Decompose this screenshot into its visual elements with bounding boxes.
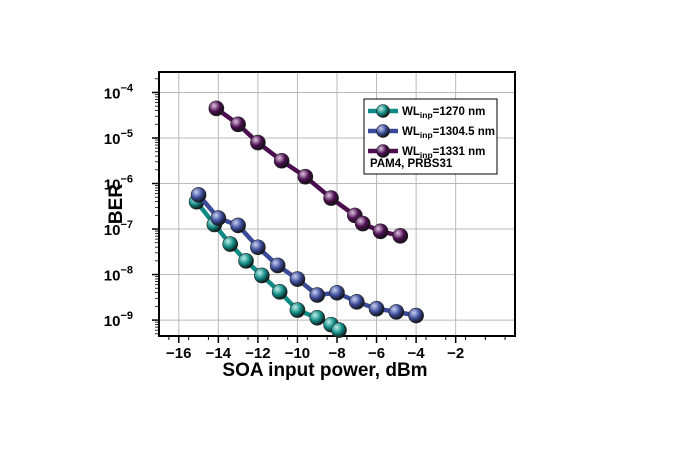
y-tick-exponent: −6	[120, 174, 133, 186]
series-3	[208, 100, 409, 244]
data-point	[210, 210, 227, 226]
data-point	[331, 322, 347, 338]
x-tick-label: −4	[408, 345, 426, 362]
y-tick-base: 10	[104, 177, 121, 194]
x-tick-label: −16	[166, 345, 191, 362]
y-tick-exponent: −9	[120, 310, 133, 322]
data-point	[309, 309, 326, 326]
data-point	[348, 294, 365, 310]
legend-marker	[376, 104, 390, 118]
data-point	[208, 100, 225, 117]
y-tick-label: 10−6	[104, 174, 133, 194]
legend-marker	[376, 124, 390, 138]
data-point	[309, 287, 326, 303]
legend-subscript: inp	[420, 130, 433, 140]
legend-subscript: inp	[420, 110, 433, 120]
legend-entry: WLinp=1331 nm	[402, 146, 485, 160]
data-point	[372, 223, 389, 240]
data-point	[238, 253, 254, 269]
x-tick-label: −14	[206, 345, 232, 362]
series-line	[196, 193, 417, 318]
legend-prefix: WL	[402, 106, 420, 118]
legend-suffix: =1304.5 nm	[433, 126, 495, 138]
y-tick-label: 10−9	[104, 310, 133, 330]
y-tick-base: 10	[104, 131, 121, 148]
y-tick-label: 10−5	[104, 128, 133, 148]
data-point	[329, 284, 345, 301]
y-tick-base: 10	[104, 222, 121, 239]
x-tick-label: −12	[245, 345, 270, 362]
data-point	[368, 300, 385, 317]
legend-suffix: =1270 nm	[433, 106, 486, 118]
data-point	[289, 271, 306, 287]
y-tick-exponent: −4	[120, 82, 133, 94]
series-2	[190, 187, 424, 324]
data-point	[408, 307, 424, 324]
y-axis-title: BER	[106, 184, 127, 224]
legend-suffix: =1331 nm	[433, 146, 486, 158]
x-tick-label: −6	[368, 345, 385, 362]
x-tick-label: −8	[328, 345, 345, 362]
data-point	[190, 187, 207, 203]
y-tick-exponent: −8	[120, 265, 133, 277]
series-layer	[188, 100, 424, 338]
data-point	[273, 152, 290, 169]
legend-entry: WLinp=1304.5 nm	[402, 126, 495, 140]
data-point	[289, 302, 306, 318]
data-point	[392, 228, 409, 244]
x-tick-label: −10	[285, 345, 310, 362]
data-point	[354, 215, 371, 232]
legend-prefix: WL	[402, 146, 420, 158]
series-line	[215, 106, 401, 239]
legend-entry: WLinp=1270 nm	[402, 106, 485, 120]
data-point	[250, 239, 266, 256]
y-tick-label: 10−4	[104, 82, 134, 102]
x-tick-label: −2	[447, 345, 464, 362]
annotation-text: PAM4, PRBS31	[370, 158, 453, 170]
data-point	[230, 217, 246, 234]
axis-ticks: −16 −14 −12 −10 −8 −6 −4 −210−910−810−710−610−5…	[104, 78, 506, 362]
y-tick-exponent: −7	[120, 219, 133, 231]
y-tick-base: 10	[104, 268, 121, 285]
data-point	[250, 134, 266, 151]
data-point	[388, 304, 405, 320]
y-tick-base: 10	[104, 85, 121, 102]
data-point	[254, 267, 270, 284]
y-tick-exponent: −5	[120, 128, 133, 140]
legend-prefix: WL	[402, 126, 420, 138]
data-point	[323, 190, 339, 206]
y-tick-base: 10	[104, 313, 121, 330]
data-point	[271, 284, 288, 300]
data-point	[269, 257, 286, 274]
y-tick-label: 10−7	[104, 219, 133, 239]
legend-marker	[376, 144, 390, 158]
data-point	[297, 168, 314, 185]
data-point	[230, 116, 246, 133]
legend-subscript: inp	[420, 150, 433, 160]
y-tick-label: 10−8	[104, 265, 133, 285]
x-axis-title: SOA input power, dBm	[222, 360, 427, 381]
data-point	[222, 236, 238, 252]
